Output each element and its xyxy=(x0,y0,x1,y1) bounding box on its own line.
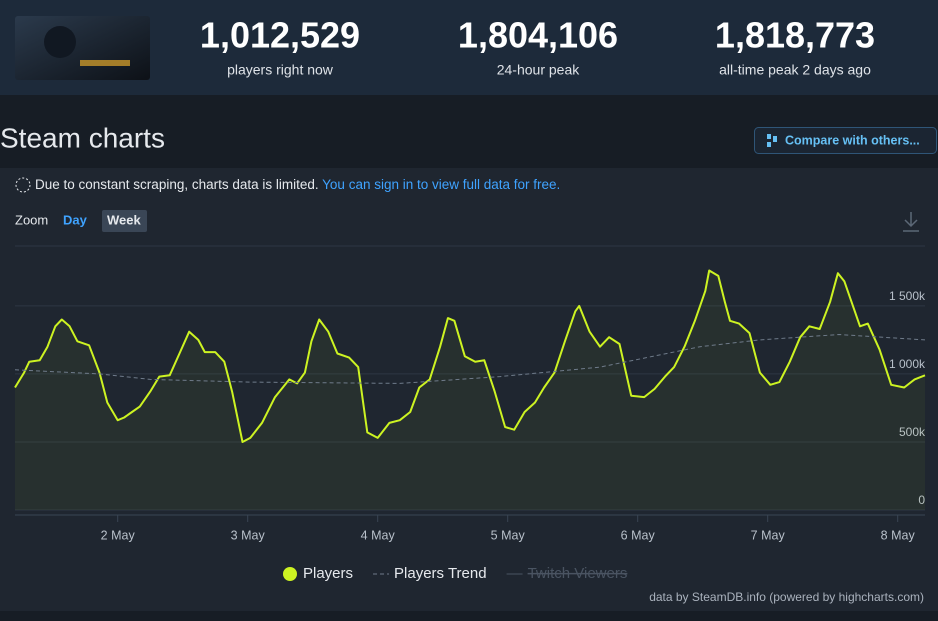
notice-icon xyxy=(15,177,31,193)
zoom-option[interactable]: Week xyxy=(107,212,141,227)
series-line xyxy=(14,269,926,443)
header-bar xyxy=(0,0,938,95)
game-image-figure xyxy=(44,26,76,58)
game-image xyxy=(15,16,150,80)
legend-label-hidden[interactable]: Twitch Viewers xyxy=(528,565,628,582)
compare-button-label[interactable]: Compare with others... xyxy=(785,133,920,147)
credits[interactable]: data by SteamDB.info (powered by highcha… xyxy=(649,590,924,604)
notice-link[interactable]: You can sign in to view full data for fr… xyxy=(322,177,560,192)
legend-label[interactable]: Players xyxy=(303,565,353,582)
compare-icon xyxy=(767,134,771,139)
stat-value: 1,818,773 xyxy=(715,15,875,56)
series-line xyxy=(14,334,926,384)
compare-icon xyxy=(773,136,777,142)
zoom-label: Zoom xyxy=(15,212,48,227)
x-tick-label: 7 May xyxy=(751,528,786,542)
series-area xyxy=(15,270,925,510)
x-tick-label: 4 May xyxy=(361,528,396,542)
stat-label: 24-hour peak xyxy=(497,62,581,78)
x-tick-label: 6 May xyxy=(621,528,656,542)
y-tick-label: 500k xyxy=(899,425,926,439)
y-tick-label: 1 000k xyxy=(889,357,926,371)
compare-button[interactable] xyxy=(754,127,937,154)
legend-symbol xyxy=(283,567,297,581)
y-tick-label: 1 500k xyxy=(889,289,926,303)
compare-icon xyxy=(767,142,771,147)
x-tick-label: 5 May xyxy=(491,528,526,542)
x-tick-label: 3 May xyxy=(231,528,266,542)
chart-panel xyxy=(0,168,938,611)
stat-label: players right now xyxy=(227,62,334,78)
notice: Due to constant scraping, charts data is… xyxy=(35,177,560,192)
y-tick-label: 0 xyxy=(918,493,925,507)
zoom-option[interactable]: Day xyxy=(63,212,88,227)
game-image-logo xyxy=(80,60,130,66)
x-tick-label: 8 May xyxy=(881,528,916,542)
stat-value: 1,012,529 xyxy=(200,15,360,56)
x-tick-label: 2 May xyxy=(101,528,136,542)
zoom-option-selected[interactable] xyxy=(102,210,147,232)
download-icon[interactable] xyxy=(903,212,919,232)
stat-value: 1,804,106 xyxy=(458,15,618,56)
notice-text: Due to constant scraping, charts data is… xyxy=(35,177,319,192)
stat-label: all-time peak 2 days ago xyxy=(719,62,871,78)
legend-label[interactable]: Players Trend xyxy=(394,565,487,582)
page-title: Steam charts xyxy=(0,122,165,153)
